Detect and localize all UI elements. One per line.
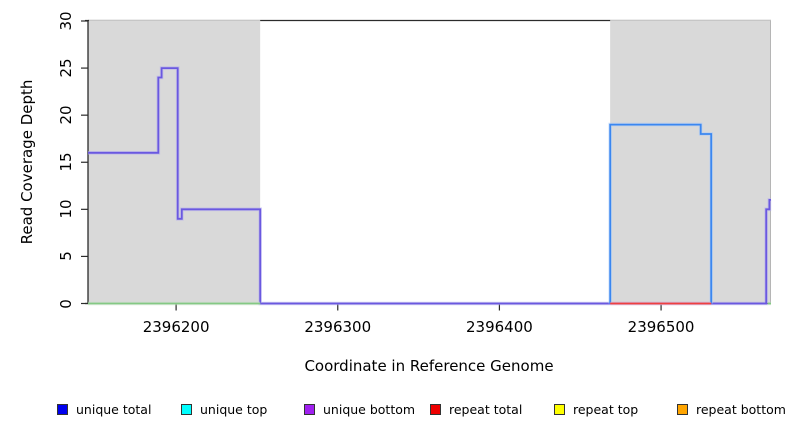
legend-swatch-unique-total	[57, 403, 68, 415]
legend-label-unique-total: unique total	[76, 401, 152, 417]
x-tick-label: 2396200	[142, 318, 210, 336]
y-tick-label: 10	[57, 199, 75, 219]
legend-label-repeat-bottom: repeat bottom	[696, 401, 786, 417]
series-unique-top-coverage	[609, 123, 713, 304]
legend-item-unique-bottom: unique bottom	[304, 401, 415, 417]
legend-item-repeat-total: repeat total	[430, 401, 522, 417]
y-tick-label: 5	[57, 251, 75, 262]
legend-swatch-repeat-total	[430, 403, 441, 415]
x-tick-label: 2396300	[304, 318, 372, 336]
legend-label-repeat-top: repeat top	[573, 401, 639, 417]
legend-swatch-repeat-bottom	[677, 403, 688, 415]
y-tick-label: 15	[57, 152, 75, 172]
legend-label-unique-bottom: unique bottom	[323, 401, 416, 417]
right-gray-region	[610, 19, 771, 304]
legend-label-unique-top: unique top	[200, 401, 268, 417]
y-tick-label: 25	[57, 58, 75, 78]
y-axis-title: Read Coverage Depth	[18, 79, 36, 245]
legend-item-unique-top: unique top	[181, 401, 267, 417]
legend-item-repeat-bottom: repeat bottom	[677, 401, 786, 417]
legend-swatch-unique-top	[181, 403, 192, 415]
left-gray-region	[88, 19, 261, 304]
x-tick-label: 2396400	[466, 318, 533, 336]
legend-swatch-unique-bottom	[304, 403, 315, 415]
y-tick-label: 20	[57, 105, 75, 125]
y-tick-label: 0	[57, 298, 75, 309]
legend-label-repeat-total: repeat total	[449, 401, 523, 417]
legend-item-repeat-top: repeat top	[554, 401, 638, 417]
legend-item-unique-total: unique total	[57, 401, 151, 417]
x-tick-label: 2396500	[627, 318, 695, 336]
legend-swatch-repeat-top	[554, 403, 565, 415]
y-tick-label: 30	[57, 11, 75, 31]
x-axis-title: Coordinate in Reference Genome	[304, 357, 554, 375]
series-unique-bottom-coverage	[88, 67, 771, 305]
